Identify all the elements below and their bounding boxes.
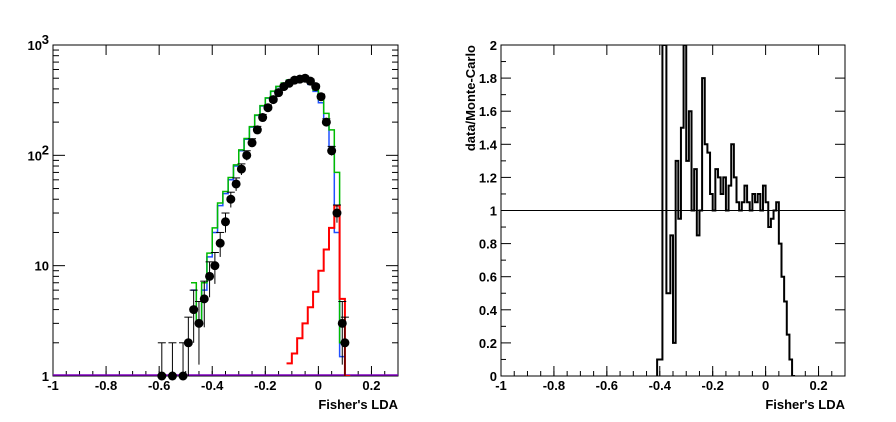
plot-frame: [52, 44, 399, 377]
x-tick-label: -0.4: [649, 378, 672, 393]
data-point: [183, 338, 193, 348]
x-tick-label: -0.4: [201, 378, 224, 393]
data-point: [252, 125, 262, 135]
x-tick-label: -0.2: [701, 378, 723, 393]
x-tick-label: -0.8: [95, 378, 117, 393]
y-tick-label: 10: [28, 148, 42, 163]
x-tick-label: 0.2: [362, 378, 380, 393]
x-tick-label: -1: [495, 378, 507, 393]
y-tick-label: 1: [490, 204, 497, 219]
data-point: [340, 338, 350, 348]
data-point: [210, 261, 220, 271]
data-point: [226, 194, 236, 204]
y-tick-label: 0.6: [479, 270, 497, 285]
y-tick-label: 10: [35, 259, 49, 274]
right-ratio-chart: -1 -0.8 -0.6 -0.4 -0.2 0 0.2 Fisher's LDA 0 0.2 0.…: [463, 38, 846, 412]
x-tick-label: -0.2: [254, 378, 276, 393]
data-point: [178, 371, 188, 381]
y-tick-exponent: 2: [42, 142, 49, 157]
y-tick-label: 2: [490, 38, 497, 53]
y-tick-label: 0: [490, 369, 497, 384]
y-axis-title: data/Monte-Carlo: [463, 45, 478, 151]
y-tick-label: 1.4: [479, 137, 498, 152]
y-tick-label: 1: [42, 369, 49, 384]
data-point: [258, 113, 268, 123]
ratio-series-0: [656, 45, 796, 376]
data-point: [215, 238, 225, 248]
data-point: [199, 294, 209, 304]
x-tick-label: -0.8: [543, 378, 565, 393]
data-point: [274, 88, 284, 98]
y-tick-exponent: 3: [42, 32, 49, 47]
x-tick-label: 0: [315, 378, 322, 393]
y-tick-label: 10: [28, 38, 42, 53]
histogram-series-2: [286, 204, 351, 376]
y-tick-label: 1.2: [479, 170, 497, 185]
data-point: [189, 305, 199, 315]
x-tick-label: 0.2: [809, 378, 827, 393]
data-point: [194, 318, 204, 328]
data-point: [316, 92, 326, 102]
y-tick-label: 1.6: [479, 104, 497, 119]
y-tick-label: 0.2: [479, 336, 497, 351]
data-point: [263, 103, 273, 113]
x-axis-title: Fisher's LDA: [318, 397, 398, 412]
data-point: [167, 371, 177, 381]
data-point: [247, 138, 257, 148]
x-tick-label: 0: [762, 378, 769, 393]
data-point: [311, 82, 321, 92]
data-point: [268, 95, 278, 105]
data-point: [242, 150, 252, 160]
data-point: [231, 179, 241, 189]
x-tick-label: -0.6: [596, 378, 618, 393]
y-tick-label: 0.4: [479, 303, 498, 318]
y-tick-label: 0.8: [479, 237, 497, 252]
y-tick-label: 1.8: [479, 71, 497, 86]
x-tick-label: -1: [47, 378, 59, 393]
data-point: [205, 271, 215, 281]
data-point: [321, 117, 331, 127]
x-axis-title: Fisher's LDA: [765, 397, 845, 412]
data-point: [327, 146, 337, 156]
x-tick-label: -0.6: [148, 378, 170, 393]
data-point: [332, 208, 342, 218]
data-point: [221, 217, 230, 227]
histogram-series-1: [191, 77, 351, 376]
data-point: [236, 164, 246, 174]
data-point: [157, 371, 167, 381]
